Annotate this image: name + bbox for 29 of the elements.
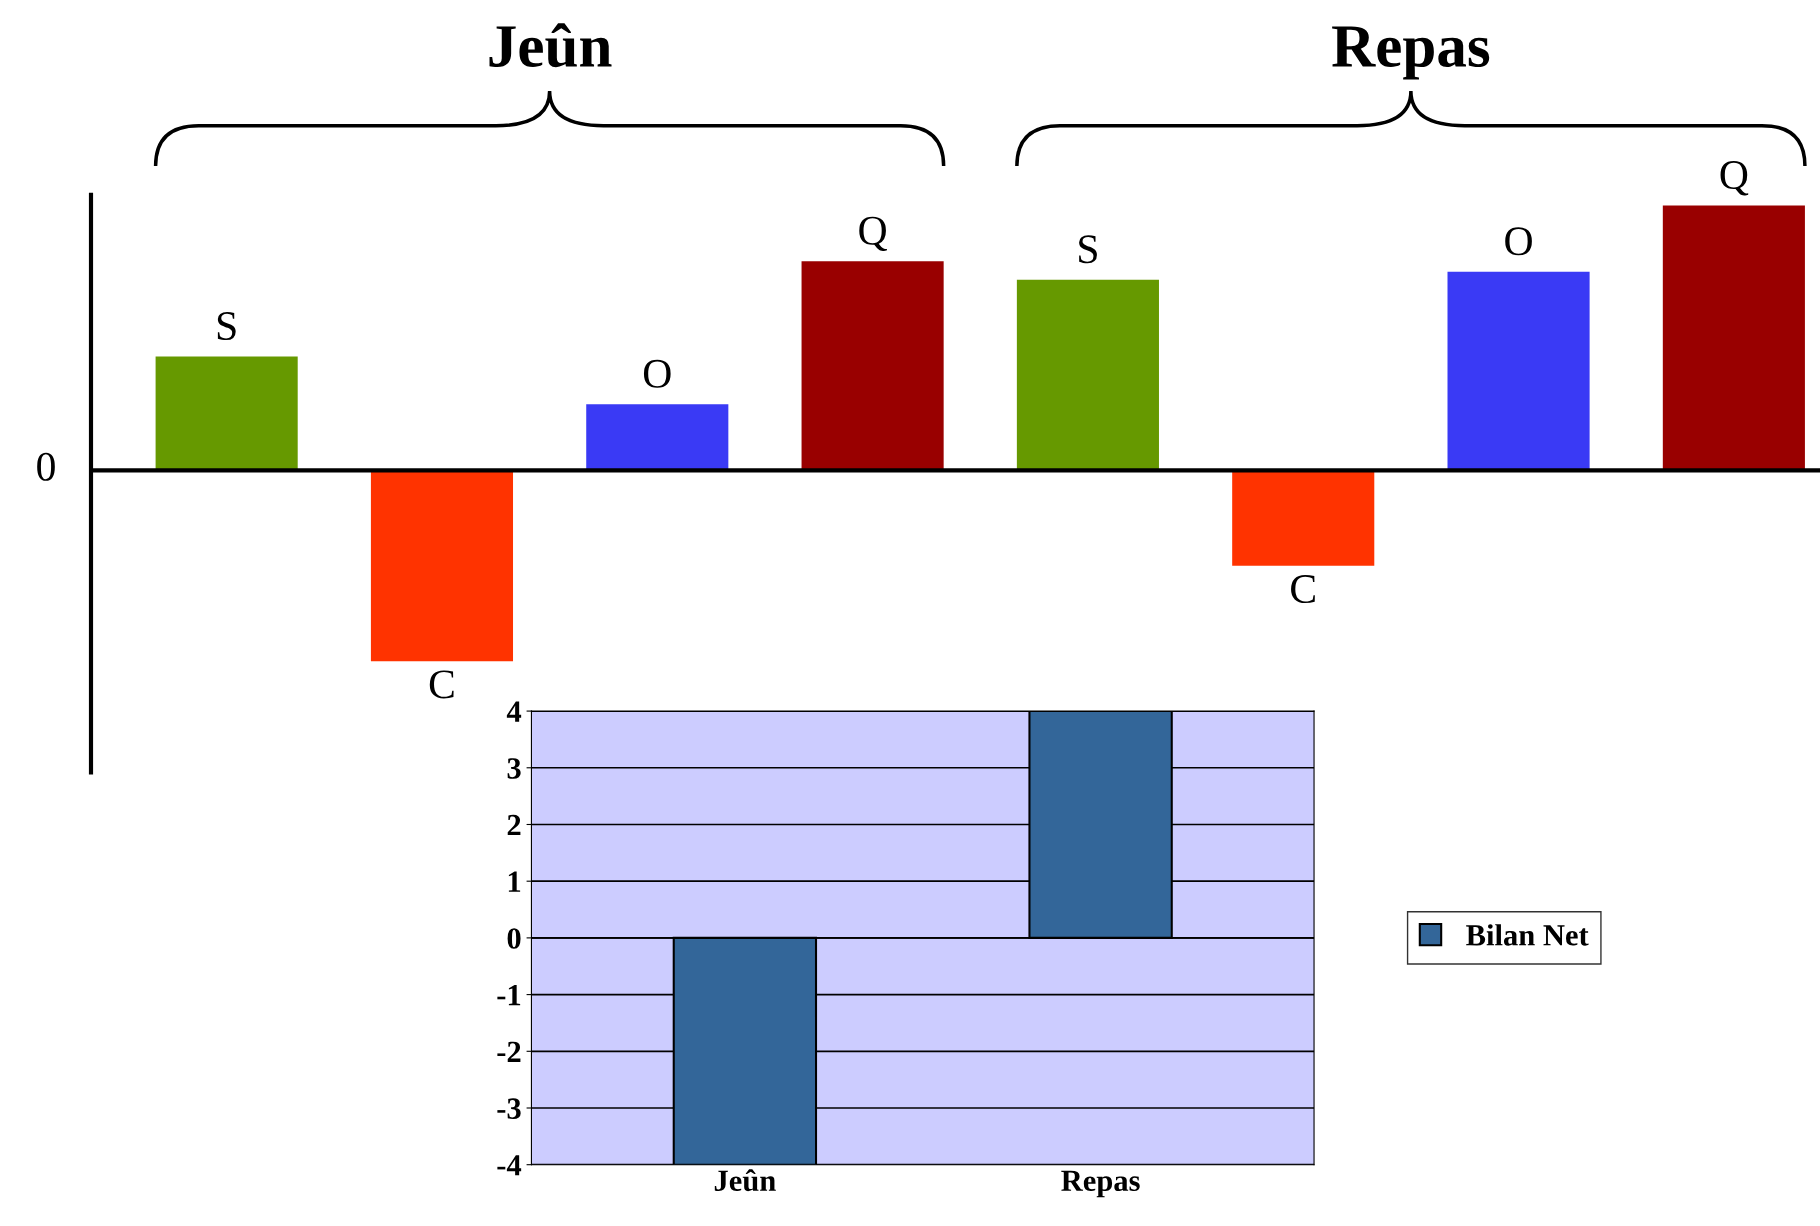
bar [1016,279,1159,471]
x-tick-label: S [217,312,236,341]
bar [1447,271,1590,471]
y-tick-label: 0 [507,928,521,949]
bar [801,261,944,471]
y-tick-label: 3 [507,758,521,779]
bar [586,404,729,471]
x-tick-label: O [1505,227,1532,256]
bar [1662,205,1805,471]
text: Jeûn [489,23,612,68]
bar [370,470,514,662]
text: Repas [1332,26,1490,80]
text: 0 [37,452,55,481]
x-tick-label: Q [1720,161,1749,196]
bar [1232,470,1375,566]
y-tick-label: 2 [507,814,521,836]
y-tick-label: -1 [497,985,521,1006]
y-tick-label: 4 [506,701,522,722]
bar [155,356,298,471]
x-tick-label: C [1291,575,1315,604]
y-tick-label: -4 [497,1155,522,1176]
x-tick-label: S [1079,235,1097,264]
x-tick-label: C [429,670,454,699]
legend-label: Bilan Net [1466,924,1589,946]
x-tick-label: O [643,359,671,388]
y-tick-label: -2 [497,1041,521,1062]
x-tick-label: Q [859,216,887,252]
y-tick-label: -3 [497,1098,521,1119]
y-tick-label: 1 [508,871,521,892]
